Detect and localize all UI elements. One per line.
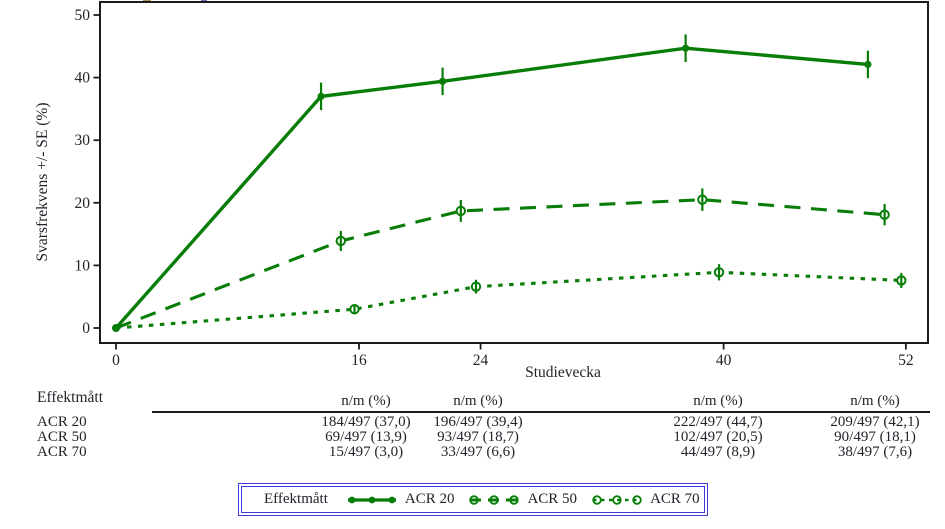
acr-response-line-chart: 0 10 20 30 40 50 0 16 24 40 52 Studievecka Svarsfrek… <box>34 1 929 381</box>
x-tick-label: 40 <box>716 352 732 369</box>
acr-20-line <box>114 46 869 330</box>
table-column-header: n/m (%) <box>453 393 503 409</box>
x-tick-label: 52 <box>898 352 914 369</box>
acr-20-data-point-marker <box>682 44 690 52</box>
y-tick-label: 10 <box>75 257 91 274</box>
table-corner-header: Effektmått <box>37 389 103 406</box>
table-cell: 15/497 (3,0) <box>328 444 404 460</box>
x-tick-label: 24 <box>473 352 489 369</box>
solid-line-sample-icon <box>347 496 396 503</box>
dashed-line-sample-icon <box>469 494 520 505</box>
y-axis-title: Svarsfrekvens +/- SE (%) <box>34 103 51 262</box>
table-column-header: n/m (%) <box>341 393 391 409</box>
table-row-label: ACR 50 <box>37 429 87 445</box>
y-tick-label: 20 <box>75 195 91 212</box>
table-cell: 222/497 (44,7) <box>673 414 763 430</box>
table-cell: 33/497 (6,6) <box>440 444 516 460</box>
y-tick-label: 50 <box>75 7 91 24</box>
table-cell: 69/497 (13,9) <box>325 429 407 445</box>
legend-item-acr-70: ACR 70 <box>591 491 700 508</box>
legend-items: ACR 20 ACR 50 ACR 70 <box>346 491 700 508</box>
y-tick-label: 40 <box>75 70 91 87</box>
table-cell: 209/497 (42,1) <box>830 414 920 430</box>
legend-title: Effektmått <box>264 491 328 507</box>
chart-legend: Effektmått ACR 20 ACR 50 ACR 70 <box>238 483 708 516</box>
legend-item-label: ACR 20 <box>404 491 455 507</box>
legend-item-label: ACR 50 <box>527 491 578 507</box>
acr-20-data-point-marker <box>317 92 325 100</box>
table-header-rule <box>152 411 930 413</box>
table-row-label: ACR 70 <box>37 444 87 460</box>
table-cell: 90/497 (18,1) <box>834 429 916 445</box>
legend-item-label: ACR 70 <box>650 491 700 507</box>
dotted-line-sample-icon <box>592 494 642 505</box>
table-cell: 184/497 (37,0) <box>321 414 411 430</box>
table-cell: 44/497 (8,9) <box>680 444 756 460</box>
acr-70-line <box>115 270 902 330</box>
table-cell: 102/497 (20,5) <box>673 429 763 445</box>
legend-item-acr-50: ACR 50 <box>468 491 577 508</box>
x-tick-label: 16 <box>351 352 367 369</box>
acr-20-data-point-marker <box>864 60 872 69</box>
table-column-header: n/m (%) <box>850 393 900 409</box>
x-axis-title: Studievecka <box>525 364 601 381</box>
table-row-label: ACR 20 <box>37 414 87 430</box>
table-cell: 93/497 (18,7) <box>437 429 519 445</box>
plot-box <box>99 1 929 344</box>
table-column-header: n/m (%) <box>693 393 743 409</box>
acr-20-data-point-marker <box>438 77 447 85</box>
table-cell: 38/497 (7,6) <box>837 444 913 460</box>
acr-20-data-point-marker <box>112 324 120 332</box>
acr-50-line <box>115 198 885 330</box>
y-tick-label: 30 <box>75 132 91 149</box>
x-tick-label: 0 <box>112 352 120 369</box>
legend-item-acr-20: ACR 20 <box>346 491 455 508</box>
table-cell: 196/497 (39,4) <box>433 414 523 430</box>
y-tick-label: 0 <box>82 320 90 337</box>
